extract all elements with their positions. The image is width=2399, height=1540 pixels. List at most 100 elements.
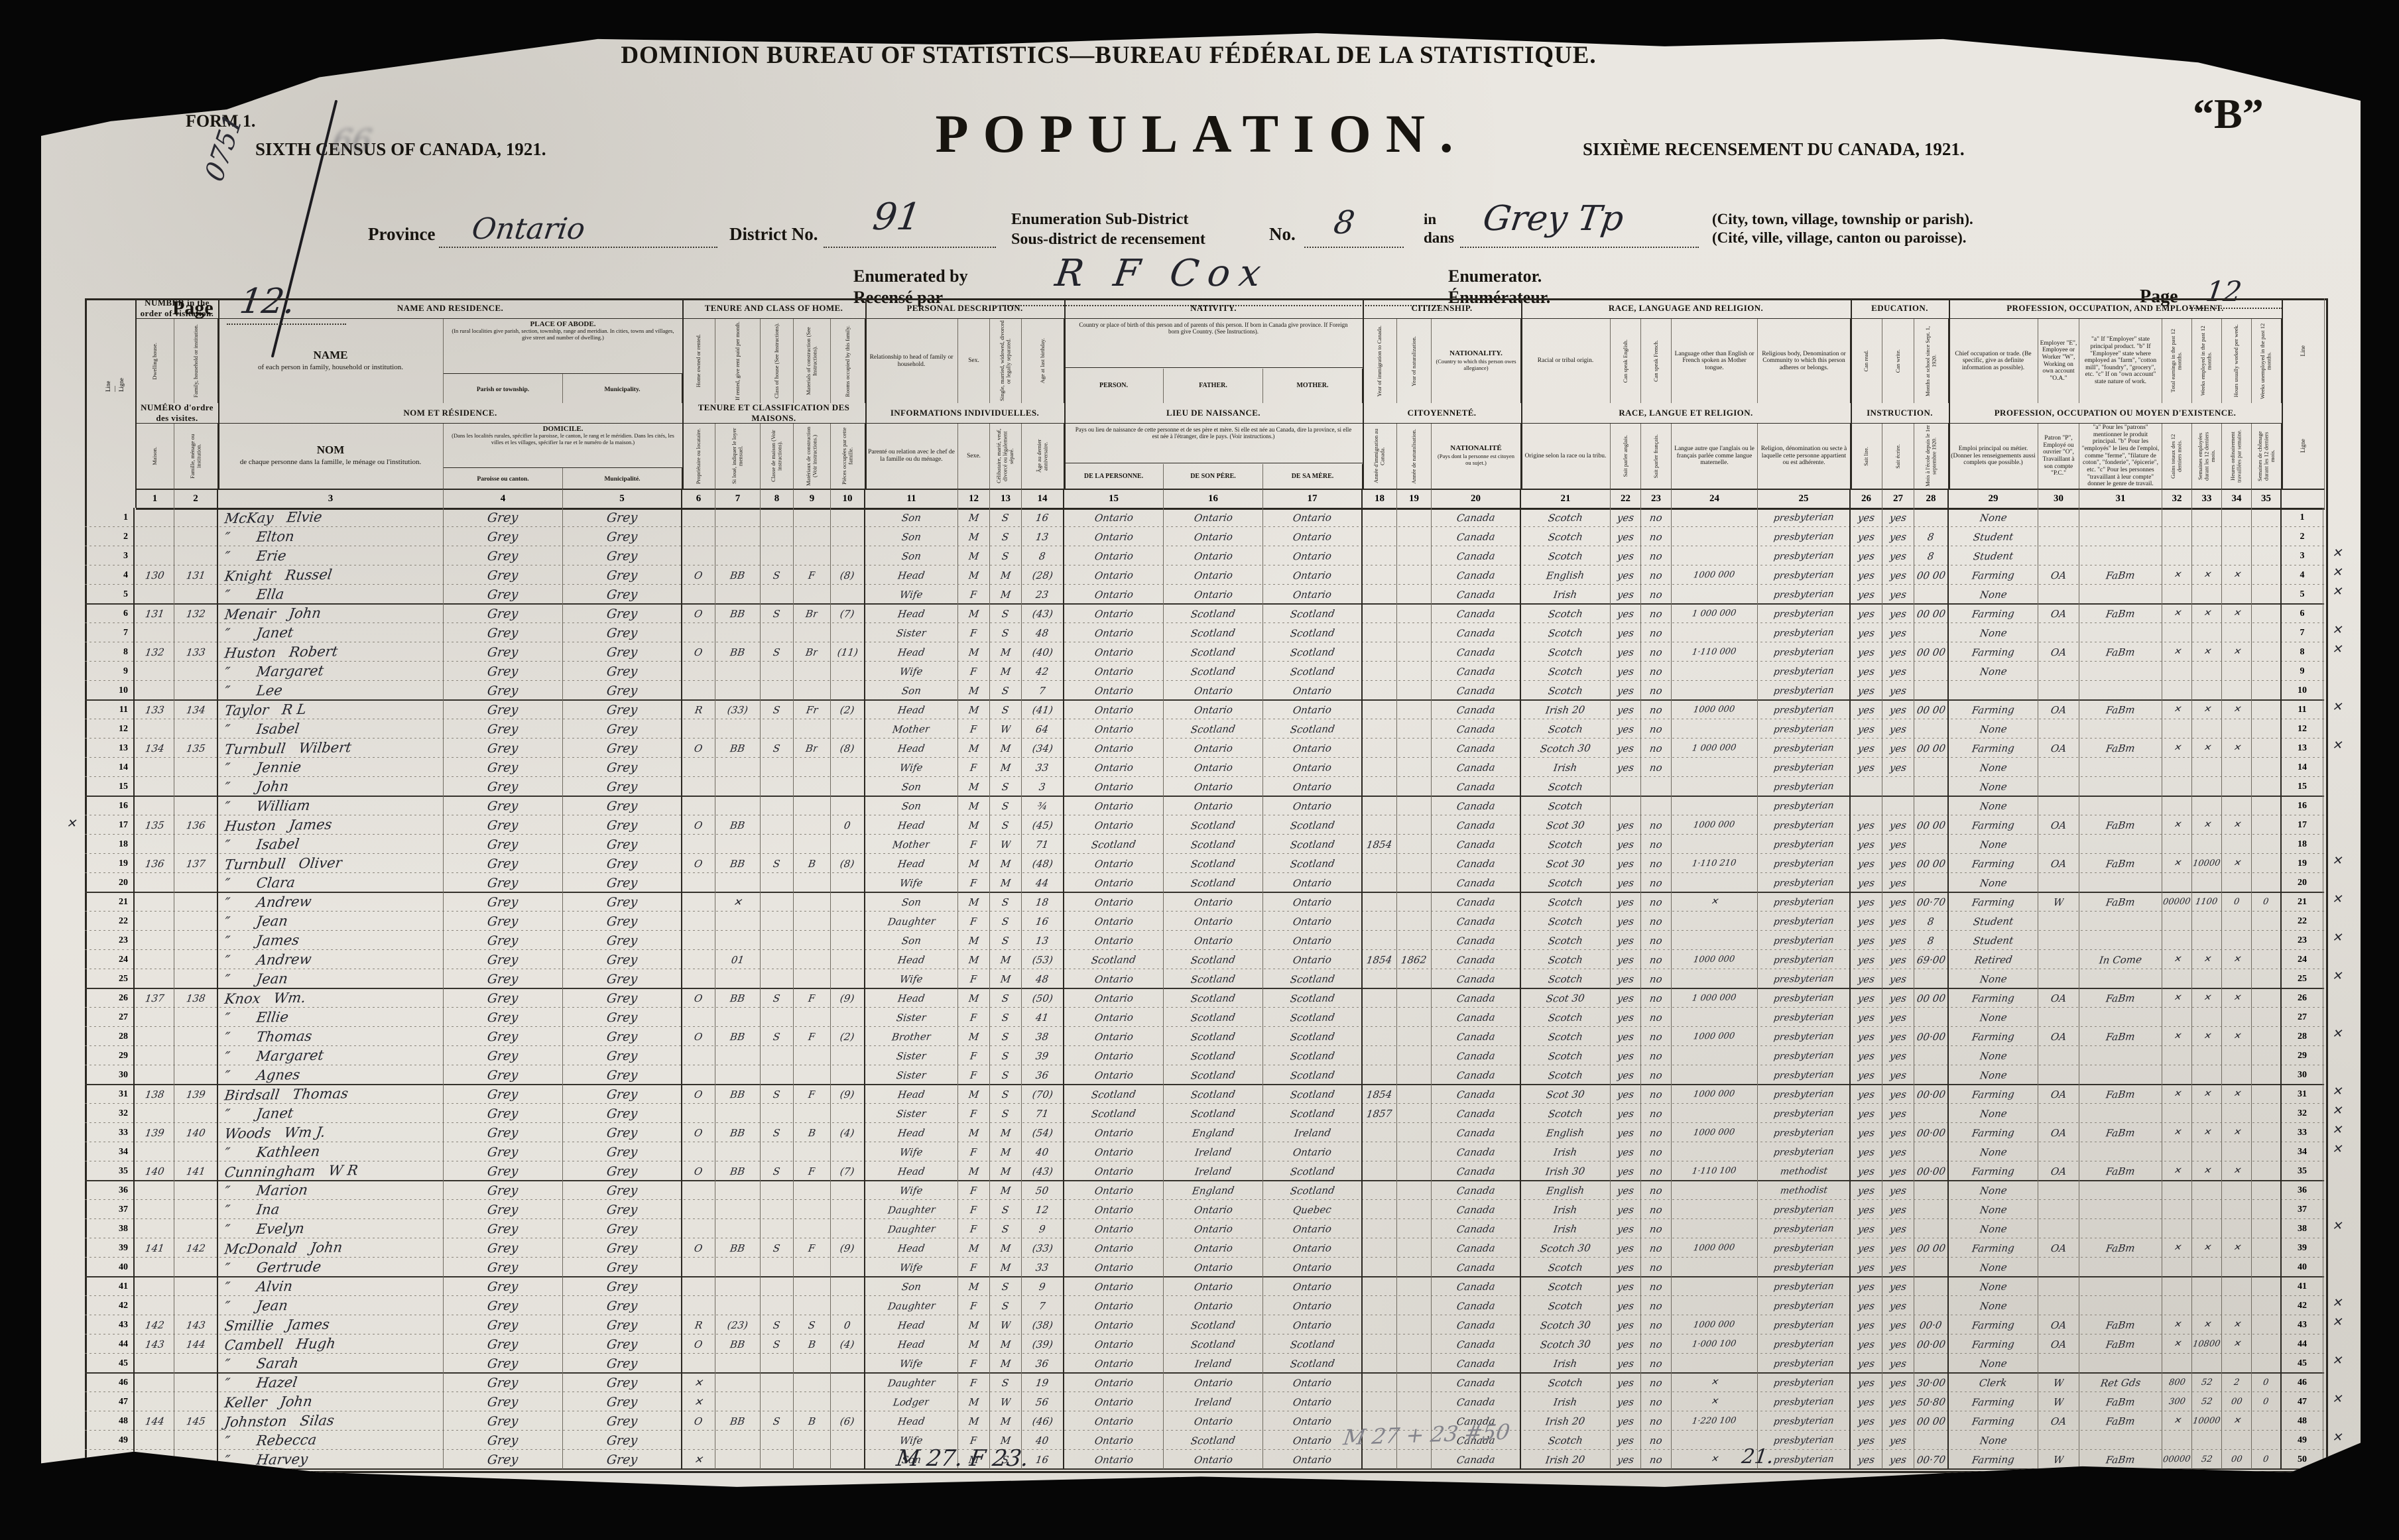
header-col-label-fr-35: Semaines de chômage durant les 12 dernie…	[2256, 431, 2276, 481]
cell-r42-c18	[1363, 1296, 1397, 1315]
value-r42-c16: Ontario	[1193, 1299, 1233, 1313]
cell-r4-c19	[1397, 565, 1432, 585]
value-r19-c24: 1·110 210	[1692, 858, 1737, 869]
cell-r35-c29: Farming	[1949, 1161, 2038, 1181]
value-r25-c27: yes	[1888, 973, 1908, 985]
cell-r42-c34	[2222, 1296, 2252, 1315]
cell-r3-c6	[682, 546, 715, 565]
value-r38-c22: yes	[1616, 1222, 1635, 1235]
value-r25-c20: Canada	[1455, 972, 1496, 986]
value-r18-c25: presbyterian	[1772, 838, 1835, 851]
value-r16-c25: presbyterian	[1772, 800, 1835, 812]
cell-r40-c18	[1363, 1258, 1397, 1277]
cell-r23-c10	[831, 931, 865, 950]
value-r47-c14: 56	[1035, 1395, 1050, 1408]
value-r29-c23: no	[1648, 1049, 1664, 1062]
cell-r45-c19	[1397, 1354, 1432, 1373]
cell-r5-c17: Ontario	[1263, 585, 1363, 604]
cell-r7-c9	[794, 623, 831, 642]
cell-r21-c8	[761, 892, 794, 912]
cell-r13-c29: Farming	[1949, 739, 2038, 758]
value-r31-c17: Scotland	[1289, 1087, 1335, 1101]
cell-r9-c32	[2162, 662, 2192, 681]
cell-r35-c6: O	[682, 1161, 715, 1181]
cell-r49-c28	[1914, 1431, 1949, 1450]
row-rule	[85, 949, 2324, 950]
cell-r14-c10	[831, 758, 865, 777]
value-r31-c13: S	[1001, 1088, 1010, 1100]
cell-r26-c1: 137	[136, 988, 174, 1008]
cell-r10-c2	[174, 681, 218, 700]
cell-r37-c33	[2192, 1200, 2222, 1219]
value-r22-c4: Grey	[486, 914, 520, 929]
cell-r48-c3: Johnston Silas	[218, 1411, 444, 1431]
cell-r42-c20: Canada	[1432, 1296, 1521, 1315]
value-r26-c12: M	[967, 992, 980, 1004]
value-r37-c21: Irish	[1553, 1203, 1578, 1216]
value-r6-c29: Farming	[1971, 607, 2016, 621]
cell-r15-c32	[2162, 777, 2192, 796]
value-r40-c12: F	[969, 1261, 978, 1273]
value-r44-c8: S	[772, 1338, 781, 1350]
cell-r31-c8: S	[761, 1085, 794, 1104]
cell-r9-c4: Grey	[444, 662, 563, 681]
cell-r1-c15: Ontario	[1064, 508, 1164, 527]
value-r21-c28: 00·70	[1916, 896, 1946, 908]
value-r9-c17: Scotland	[1289, 664, 1335, 678]
cell-r38-c13: S	[990, 1219, 1022, 1238]
cell-r8-c33: ✕	[2192, 642, 2222, 662]
cell-r2-c30	[2038, 527, 2079, 546]
cell-r15-c12: M	[958, 777, 990, 796]
header-col-label-fr-18: Année d'immigration au Canada.	[1372, 428, 1386, 484]
cell-r35-c27: yes	[1882, 1161, 1914, 1181]
cell-r6-c29: Farming	[1949, 604, 2038, 623]
value-r3-c4: Grey	[486, 548, 520, 563]
cell-r23-c31	[2079, 931, 2162, 950]
value-r37-c3: ″ Ina	[223, 1201, 281, 1218]
cell-r18-c7	[715, 835, 761, 854]
cell-r37-c31	[2079, 1200, 2162, 1219]
cell-r32-c7	[715, 1104, 761, 1123]
cell-r49-c11: Wife	[865, 1431, 958, 1450]
cell-r2-c10	[831, 527, 865, 546]
cell-r12-c29: None	[1949, 719, 2038, 739]
cell-r29-c33	[2192, 1046, 2222, 1065]
cell-r11-c18	[1363, 700, 1397, 719]
cell-r41-c5: Grey	[563, 1277, 682, 1296]
value-r7-c16: Scotland	[1190, 626, 1237, 640]
value-r29-c25: presbyterian	[1772, 1049, 1835, 1062]
value-r14-c22: yes	[1616, 761, 1635, 774]
value-r26-c26: yes	[1857, 992, 1876, 1004]
line-number-left: 48	[85, 1411, 135, 1431]
value-r22-c15: Ontario	[1093, 914, 1134, 928]
cell-r26-c12: M	[958, 988, 990, 1008]
cell-r23-c22: yes	[1611, 931, 1641, 950]
value-r46-c3: ″ Hazel	[223, 1374, 298, 1392]
cell-r20-c14: 44	[1022, 873, 1064, 892]
cell-r11-c20: Canada	[1432, 700, 1521, 719]
value-r42-c23: no	[1648, 1299, 1664, 1312]
cell-r49-c6	[682, 1431, 715, 1450]
right-margin-x: ✕	[2332, 1085, 2343, 1098]
value-r28-c21: Scotch	[1547, 1030, 1584, 1043]
right-margin-x: ✕	[2332, 1219, 2343, 1233]
cell-r47-c16: Ireland	[1164, 1392, 1263, 1411]
value-r2-c28: 8	[1926, 530, 1936, 543]
row-rule	[85, 930, 2324, 931]
cell-r48-c31: FaBm	[2079, 1411, 2162, 1431]
value-r43-c13: W	[999, 1319, 1012, 1331]
cell-r42-c14: 7	[1022, 1296, 1064, 1315]
cell-r12-c11: Mother	[865, 719, 958, 739]
cell-r14-c6	[682, 758, 715, 777]
value-r6-c20: Canada	[1455, 607, 1496, 621]
cell-r27-c10	[831, 1008, 865, 1027]
cell-r7-c5: Grey	[563, 623, 682, 642]
value-r39-c6: O	[694, 1242, 704, 1254]
value-r4-c21: English	[1546, 569, 1585, 581]
cell-r25-c34	[2222, 969, 2252, 988]
value-r10-c26: yes	[1857, 684, 1876, 697]
cell-r34-c35	[2252, 1142, 2282, 1161]
value-r8-c9: Br	[805, 646, 819, 658]
value-r13-c5: Grey	[605, 740, 639, 756]
value-r41-c20: Canada	[1455, 1279, 1496, 1293]
